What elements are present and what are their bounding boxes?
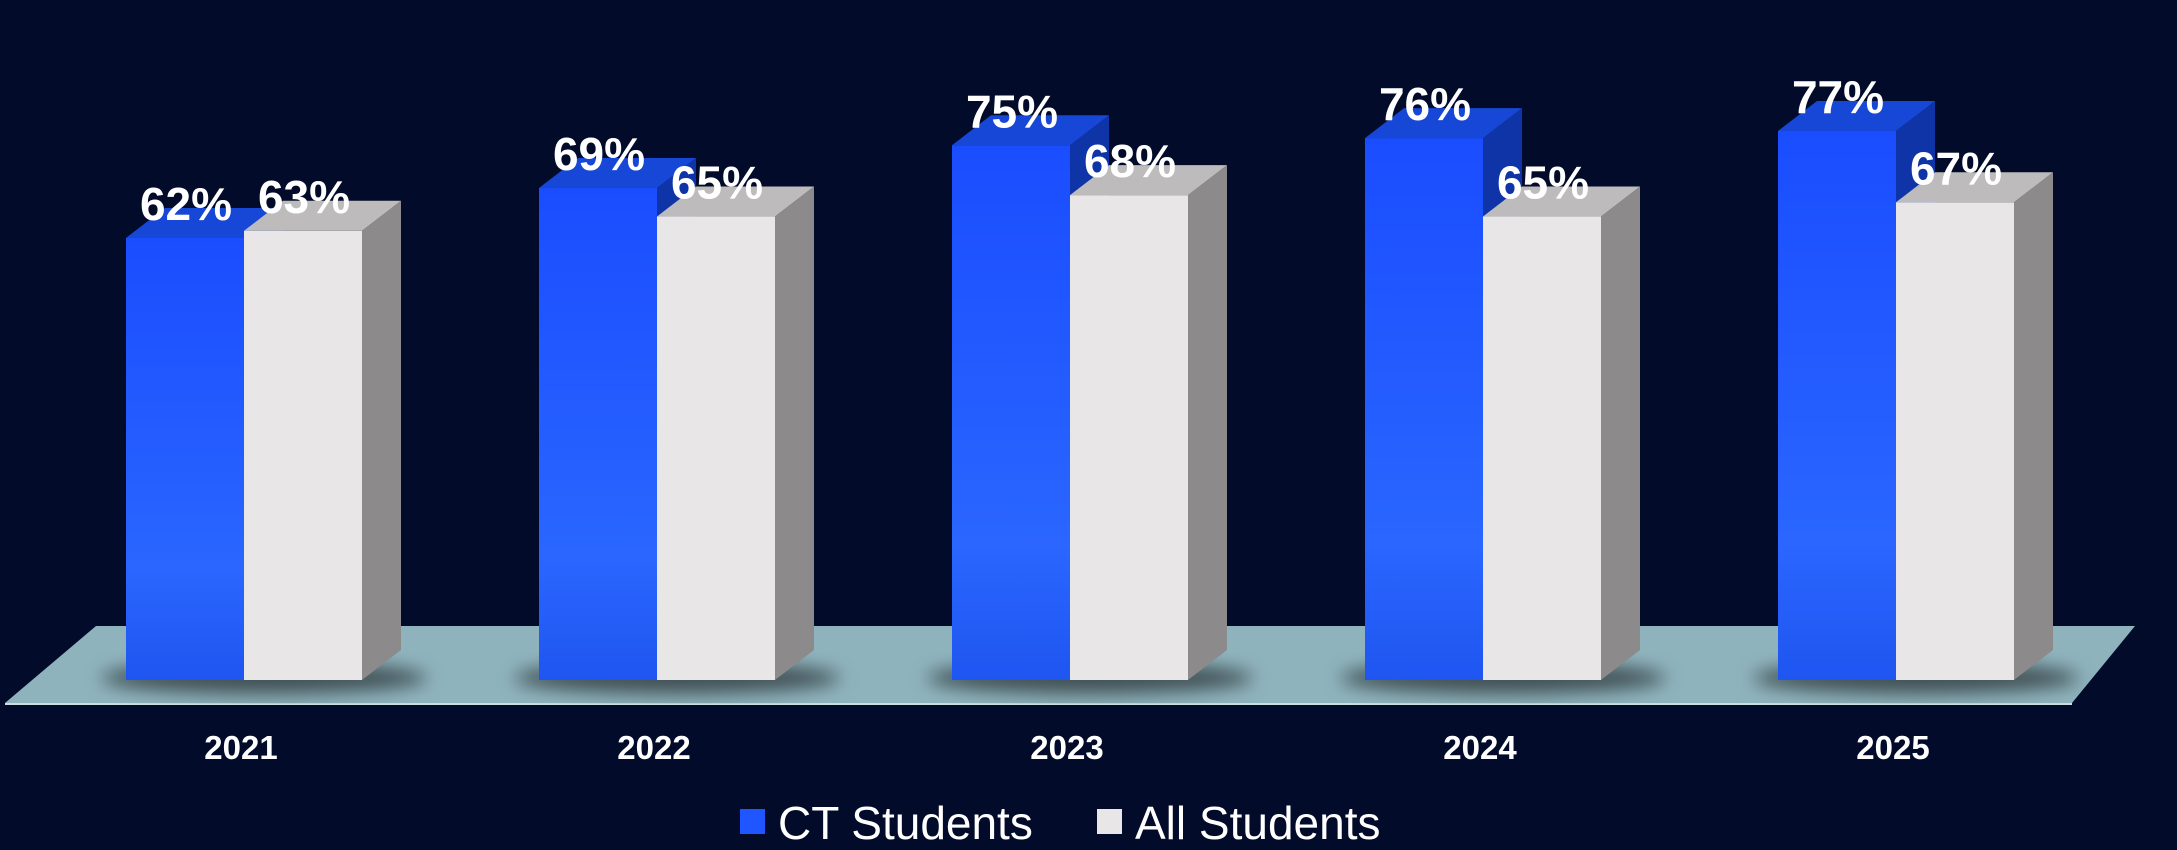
- bar-front: [1365, 138, 1483, 680]
- data-label: 75%: [966, 85, 1058, 137]
- bar-side: [362, 200, 401, 680]
- bar-side: [1601, 186, 1640, 681]
- bar-front: [1483, 216, 1601, 681]
- bar-top: [1365, 108, 1522, 139]
- bar-top: [952, 115, 1109, 146]
- bar-front: [539, 188, 657, 680]
- bar-top: [126, 207, 283, 238]
- data-label: 76%: [1379, 78, 1471, 130]
- bar-front: [1896, 202, 2014, 681]
- legend-label: All Students: [1135, 797, 1380, 849]
- bar-top: [1483, 186, 1640, 217]
- x-tick-label: 2024: [1443, 729, 1517, 766]
- bar-top: [1896, 172, 2053, 203]
- bar-top: [657, 186, 814, 217]
- bar-top: [244, 200, 401, 231]
- labels-group: 62% 63% 2021 69% 65% 2022 75% 68% 2023 76% 65% 2024…: [140, 71, 2002, 766]
- data-label: 65%: [671, 157, 763, 209]
- data-label: 69%: [553, 128, 645, 180]
- legend: CT Students All Students: [740, 797, 1380, 849]
- bar-front: [657, 216, 775, 681]
- bar-front: [1778, 130, 1896, 681]
- legend-label: CT Students: [778, 797, 1033, 849]
- bar-side: [775, 186, 814, 681]
- x-tick-label: 2025: [1856, 729, 1929, 766]
- bar-top: [1778, 100, 1935, 131]
- bar-side: [2014, 172, 2053, 681]
- bar-front: [244, 230, 362, 680]
- data-label: 65%: [1497, 157, 1589, 209]
- x-tick-label: 2021: [204, 729, 277, 766]
- data-label: 62%: [140, 178, 232, 230]
- data-label: 67%: [1910, 142, 2002, 194]
- bar-front: [1070, 195, 1188, 680]
- bar-top: [1070, 165, 1227, 196]
- bar-2023-all-students: [1070, 165, 1227, 680]
- bar-2022-all-students: [657, 186, 814, 681]
- bar-2023-ct-students: [952, 115, 1109, 680]
- bars-group: [126, 100, 2053, 681]
- bar-front: [952, 145, 1070, 680]
- legend-swatch: [1097, 809, 1122, 834]
- data-label: 63%: [258, 171, 350, 223]
- x-tick-label: 2022: [617, 729, 690, 766]
- bar-2021-all-students: [244, 200, 401, 680]
- data-label: 77%: [1792, 71, 1884, 123]
- data-label: 68%: [1084, 135, 1176, 187]
- bar-front: [126, 237, 244, 680]
- legend-swatch: [740, 809, 765, 834]
- bar-2025-all-students: [1896, 172, 2053, 681]
- bar-top: [539, 158, 696, 189]
- bar-side: [1188, 165, 1227, 680]
- bar-2024-all-students: [1483, 186, 1640, 681]
- x-tick-label: 2023: [1030, 729, 1103, 766]
